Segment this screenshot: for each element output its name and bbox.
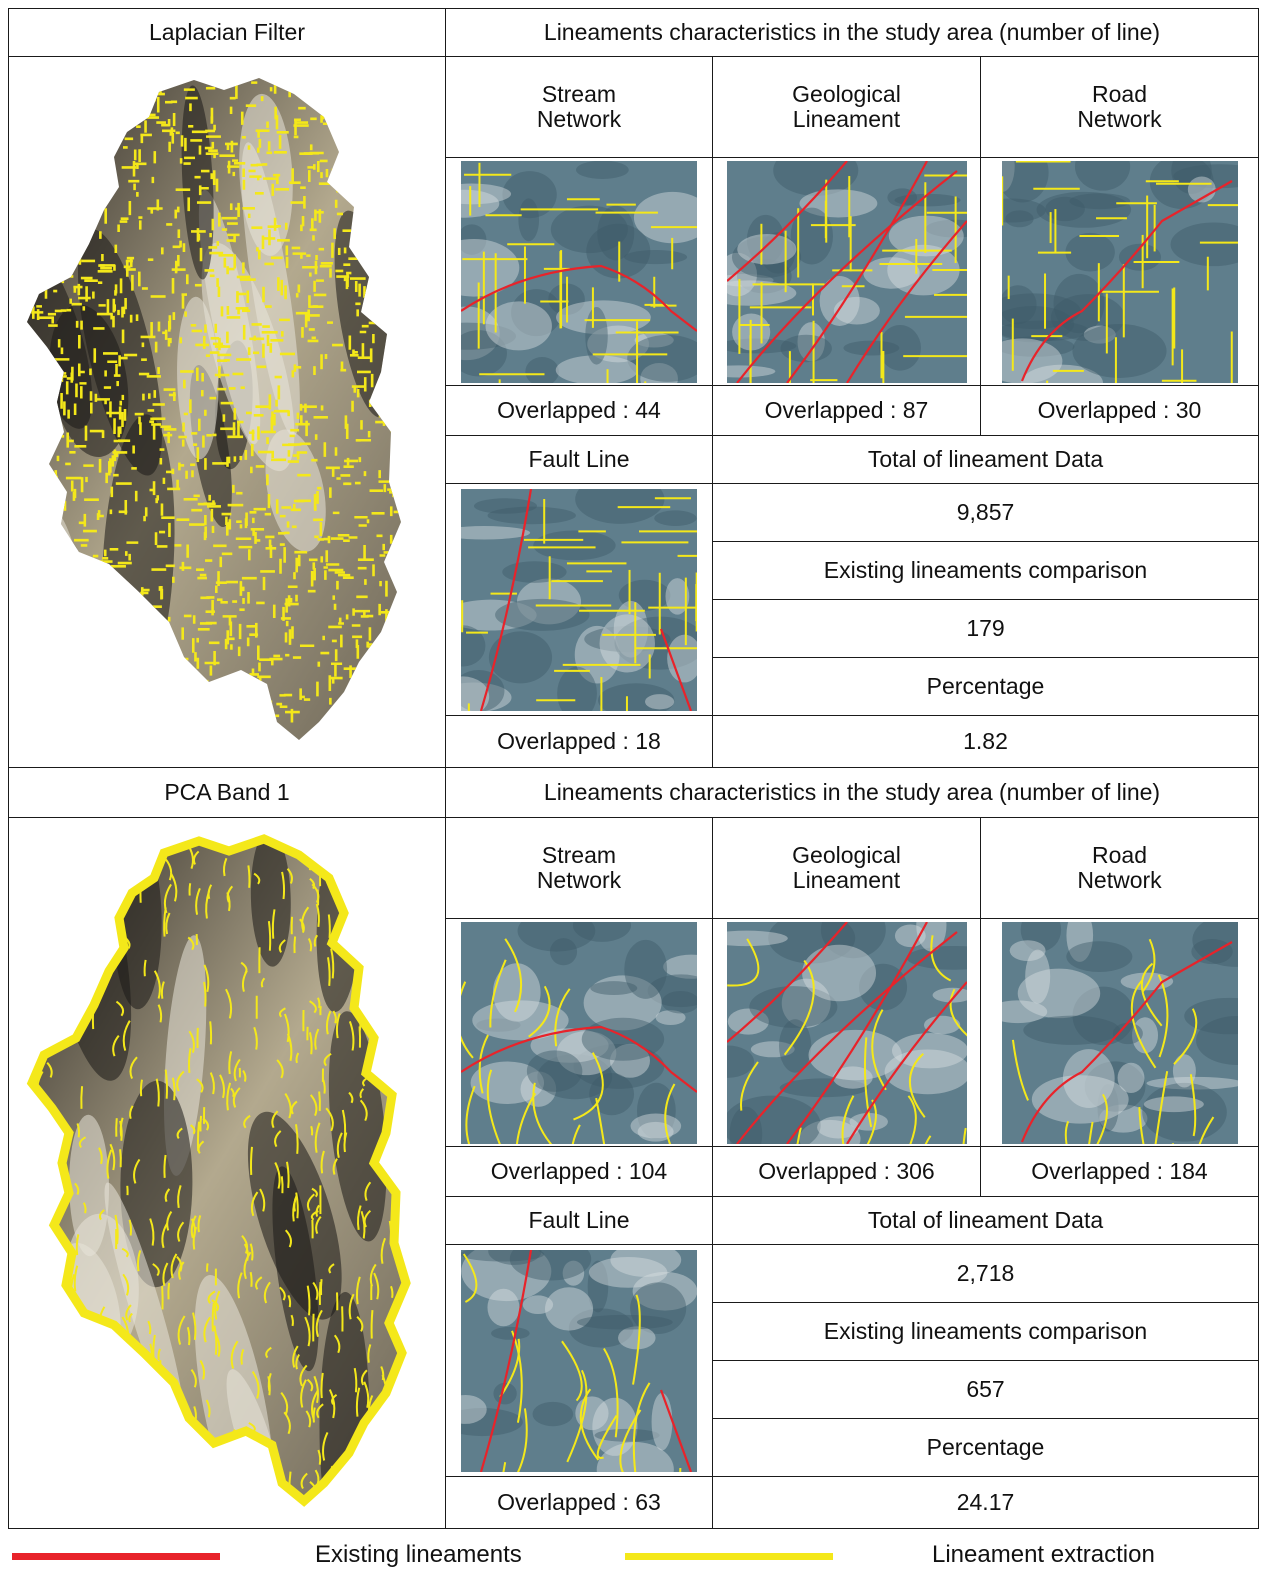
category-label: Road Network bbox=[980, 817, 1259, 919]
comparison-label: Existing lineaments comparison bbox=[712, 1302, 1259, 1361]
category-label: Geological Lineament bbox=[712, 817, 981, 919]
method-title: Laplacian Filter bbox=[8, 8, 446, 57]
total-label: Total of lineament Data bbox=[712, 435, 1259, 484]
total-value: 9,857 bbox=[712, 483, 1259, 542]
total-label: Total of lineament Data bbox=[712, 1196, 1259, 1245]
lineament-extraction-swatch bbox=[625, 1553, 833, 1560]
percentage-value: 1.82 bbox=[712, 715, 1259, 768]
overlap-count: Overlapped : 184 bbox=[980, 1146, 1259, 1197]
overlap-count: Overlapped : 306 bbox=[712, 1146, 981, 1197]
overlap-count: Overlapped : 44 bbox=[445, 385, 713, 436]
lineament-results-table: Laplacian Filter Lineaments characterist… bbox=[8, 8, 1259, 1529]
fault-line-label: Fault Line bbox=[445, 435, 713, 484]
total-value: 2,718 bbox=[712, 1244, 1259, 1303]
comparison-value: 657 bbox=[712, 1360, 1259, 1419]
comparison-label: Existing lineaments comparison bbox=[712, 541, 1259, 600]
method-title: PCA Band 1 bbox=[8, 767, 446, 818]
section-header: Lineaments characteristics in the study … bbox=[445, 8, 1259, 57]
existing-lineament-swatch bbox=[12, 1553, 220, 1560]
category-label: Road Network bbox=[980, 56, 1259, 158]
geological-lineament-image bbox=[712, 918, 981, 1147]
overlap-count: Overlapped : 18 bbox=[445, 715, 713, 768]
fault-line-image bbox=[445, 483, 713, 716]
category-label: Geological Lineament bbox=[712, 56, 981, 158]
fault-line-label: Fault Line bbox=[445, 1196, 713, 1245]
fault-line-image bbox=[445, 1244, 713, 1477]
road-network-image bbox=[980, 157, 1259, 386]
percentage-label: Percentage bbox=[712, 1418, 1259, 1477]
overlap-count: Overlapped : 30 bbox=[980, 385, 1259, 436]
overlap-count: Overlapped : 87 bbox=[712, 385, 981, 436]
stream-network-image bbox=[445, 157, 713, 386]
percentage-label: Percentage bbox=[712, 657, 1259, 716]
legend-existing-label: Existing lineaments bbox=[315, 1541, 522, 1568]
category-label: Stream Network bbox=[445, 817, 713, 919]
overlap-count: Overlapped : 104 bbox=[445, 1146, 713, 1197]
percentage-value: 24.17 bbox=[712, 1476, 1259, 1529]
road-network-image bbox=[980, 918, 1259, 1147]
legend-extraction-label: Lineament extraction bbox=[932, 1541, 1155, 1568]
category-label: Stream Network bbox=[445, 56, 713, 158]
geological-lineament-image bbox=[712, 157, 981, 386]
overlap-count: Overlapped : 63 bbox=[445, 1476, 713, 1529]
laplacian-map-image bbox=[8, 56, 446, 768]
comparison-value: 179 bbox=[712, 599, 1259, 658]
pca-band1-map-image bbox=[8, 817, 446, 1529]
stream-network-image bbox=[445, 918, 713, 1147]
section-header: Lineaments characteristics in the study … bbox=[445, 767, 1259, 818]
